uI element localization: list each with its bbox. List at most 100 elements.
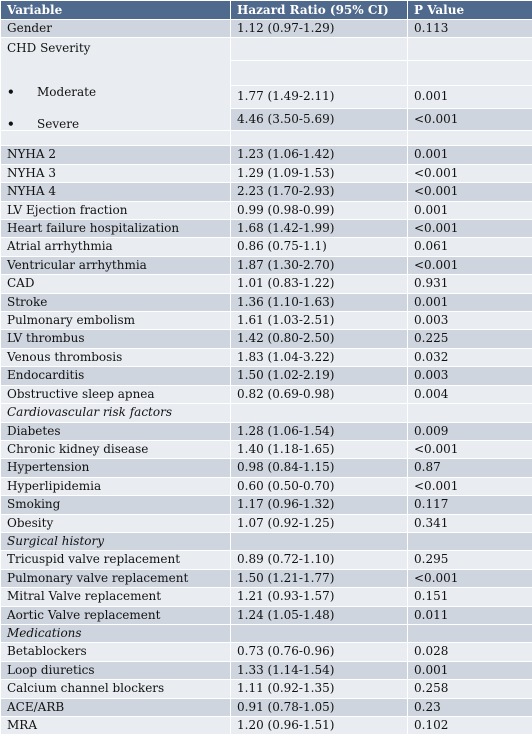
cell-variable: Smoking: [1, 496, 231, 514]
cell-p-value: 0.102: [408, 717, 532, 735]
cell-hazard-ratio: 1.61 (1.03-2.51): [231, 312, 408, 330]
cell-variable: Pulmonary embolism: [1, 312, 231, 330]
section-heading-row: Cardiovascular risk factors: [1, 404, 532, 422]
cell-variable: LV Ejection fraction: [1, 201, 231, 219]
cell-p-value: 0.23: [408, 698, 532, 716]
header-variable: Variable: [1, 1, 231, 20]
cell-p-value: <0.001: [408, 220, 532, 238]
cell-variable: Hyperlipidemia: [1, 477, 231, 495]
cell-hazard-ratio: 0.82 (0.69-0.98): [231, 385, 408, 403]
cell-hazard-ratio: 1.68 (1.42-1.99): [231, 220, 408, 238]
cell-p-value: 0.001: [408, 661, 532, 679]
bullet-icon: •: [7, 84, 37, 101]
cell-hazard-ratio: 1.17 (0.96-1.32): [231, 496, 408, 514]
cell-p-value: 0.001: [408, 293, 532, 311]
cell-hazard-ratio: 1.29 (1.09-1.53): [231, 164, 408, 182]
cell-p-value: <0.001: [408, 183, 532, 201]
cell-variable: Heart failure hospitalization: [1, 220, 231, 238]
cell-empty: [408, 532, 532, 550]
section-heading-row: Surgical history: [1, 532, 532, 550]
cell-variable: Hypertension: [1, 459, 231, 477]
table-row: Gender 1.12 (0.97-1.29) 0.113: [1, 20, 532, 38]
cell-hazard-ratio: 1.50 (1.02-2.19): [231, 367, 408, 385]
cell-empty: [408, 404, 532, 422]
cell-variable: Calcium channel blockers: [1, 680, 231, 698]
cell-p-value: <0.001: [408, 164, 532, 182]
chd-severity-cell: CHD Severity •Moderate •Severe: [1, 38, 231, 131]
cell-p-value: 0.295: [408, 551, 532, 569]
cell-hazard-ratio: 1.83 (1.04-3.22): [231, 348, 408, 366]
cell-hazard-ratio: 0.89 (0.72-1.10): [231, 551, 408, 569]
cell-hazard-ratio: 1.23 (1.06-1.42): [231, 146, 408, 164]
cell-empty: [231, 624, 408, 642]
cell-hazard-ratio: 1.28 (1.06-1.54): [231, 422, 408, 440]
cell-p-value: <0.001: [408, 569, 532, 587]
chd-severe-label: •Severe: [7, 116, 79, 131]
cell-hazard-ratio: 1.42 (0.80-2.50): [231, 330, 408, 348]
cell-hazard-ratio: 0.86 (0.75-1.1): [231, 238, 408, 256]
header-hazard-ratio: Hazard Ratio (95% CI): [231, 1, 408, 20]
section-heading-medications: Medications: [1, 624, 231, 642]
cell-p-value: 0.061: [408, 238, 532, 256]
cell-hazard-ratio: 0.91 (0.78-1.05): [231, 698, 408, 716]
cell-variable: Atrial arrhythmia: [1, 238, 231, 256]
cell-p-value: 0.003: [408, 367, 532, 385]
cell-hazard-ratio: 0.60 (0.50-0.70): [231, 477, 408, 495]
cell-variable: Venous thrombosis: [1, 348, 231, 366]
cell-hazard-ratio: 2.23 (1.70-2.93): [231, 183, 408, 201]
cell-p-value: <0.001: [408, 440, 532, 458]
cell-variable: Tricuspid valve replacement: [1, 551, 231, 569]
cell-p-value: <0.001: [408, 256, 532, 274]
cell-hazard-ratio: 0.73 (0.76-0.96): [231, 643, 408, 661]
cell-variable: CAD: [1, 275, 231, 293]
cell-variable: Diabetes: [1, 422, 231, 440]
cell-variable: Stroke: [1, 293, 231, 311]
cell-p-value: <0.001: [408, 108, 532, 131]
cell-hazard-ratio: 1.77 (1.49-2.11): [231, 85, 408, 108]
cell-variable: Ventricular arrhythmia: [1, 256, 231, 274]
cell-variable: Gender: [1, 20, 231, 38]
cell-empty: [231, 61, 408, 86]
cell-empty: [231, 404, 408, 422]
cell-hazard-ratio: 0.98 (0.84-1.15): [231, 459, 408, 477]
header-p-value: P Value: [408, 1, 532, 20]
cell-variable: Betablockers: [1, 643, 231, 661]
cell-hazard-ratio: 1.36 (1.10-1.63): [231, 293, 408, 311]
cell-variable: NYHA 2: [1, 146, 231, 164]
cell-hazard-ratio: 1.33 (1.14-1.54): [231, 661, 408, 679]
cell-p-value: 0.225: [408, 330, 532, 348]
cell-empty: [408, 624, 532, 642]
chd-severe-text: Severe: [37, 116, 79, 131]
cell-p-value: 0.003: [408, 312, 532, 330]
cell-variable: Chronic kidney disease: [1, 440, 231, 458]
cell-p-value: 0.931: [408, 275, 532, 293]
cell-empty: [231, 38, 408, 61]
cell-hazard-ratio: 1.24 (1.05-1.48): [231, 606, 408, 624]
cell-p-value: 0.032: [408, 348, 532, 366]
bullet-icon: •: [7, 116, 37, 131]
section-heading-row: Medications: [1, 624, 532, 642]
cell-variable: MRA: [1, 717, 231, 735]
cell-hazard-ratio: 1.87 (1.30-2.70): [231, 256, 408, 274]
cell-hazard-ratio: 4.46 (3.50-5.69): [231, 108, 408, 131]
cell-p-value: 0.151: [408, 588, 532, 606]
